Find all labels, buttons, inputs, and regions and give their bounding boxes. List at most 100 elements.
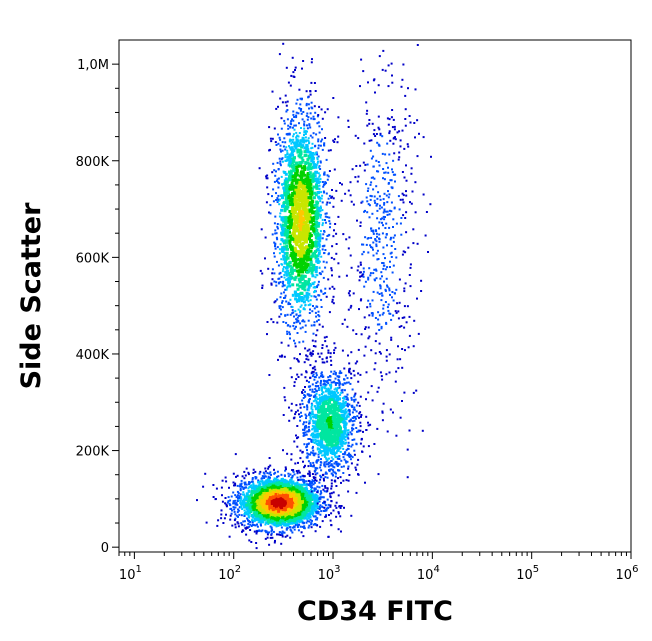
event-dot: [284, 493, 288, 497]
event-dot: [293, 259, 297, 262]
event-dot: [345, 433, 348, 436]
event-dot: [242, 502, 246, 506]
event-dot: [254, 484, 258, 488]
event-dot: [289, 526, 291, 529]
event-dot: [280, 127, 283, 130]
event-dot: [287, 196, 291, 200]
event-dot: [268, 509, 272, 513]
event-dot: [331, 195, 334, 198]
event-dot: [268, 520, 272, 524]
event-dot: [227, 496, 230, 499]
event-dot: [281, 300, 284, 303]
event-dot: [280, 194, 284, 198]
event-dot: [295, 485, 299, 489]
event-dot: [287, 521, 291, 525]
event-dot: [381, 419, 384, 422]
event-dot: [322, 260, 325, 263]
event-dot: [339, 372, 342, 374]
event-dot: [292, 324, 295, 327]
event-dot: [280, 481, 283, 485]
event-dot: [325, 261, 328, 264]
event-dot: [299, 150, 303, 154]
event-dot: [303, 281, 307, 285]
event-dot: [304, 390, 306, 393]
event-dot: [322, 185, 325, 188]
event-dot: [346, 397, 349, 400]
event-dot: [312, 495, 316, 499]
event-dot: [260, 530, 263, 533]
event-dot: [337, 391, 340, 394]
event-dot: [225, 513, 227, 516]
event-dot: [329, 496, 332, 499]
event-dot: [343, 411, 347, 415]
event-dot: [295, 221, 299, 225]
event-dot: [360, 415, 362, 418]
event-dot: [321, 117, 324, 120]
event-dot: [332, 205, 335, 208]
event-dot: [318, 165, 321, 168]
event-dot: [314, 276, 317, 279]
event-dot: [333, 287, 336, 290]
event-dot: [317, 222, 321, 225]
event-dot: [325, 238, 328, 241]
event-dot: [311, 211, 314, 215]
event-dot: [288, 273, 292, 277]
event-dot: [309, 90, 312, 92]
event-dot: [295, 313, 298, 316]
event-dot: [300, 244, 304, 248]
event-dot: [290, 521, 294, 525]
event-dot: [339, 476, 342, 479]
event-dot: [308, 178, 312, 182]
event-dot: [316, 285, 319, 288]
event-dot: [313, 365, 316, 368]
event-dot: [322, 190, 325, 193]
event-dot: [269, 476, 271, 479]
event-dot: [299, 276, 303, 280]
event-dot: [319, 230, 322, 233]
event-dot: [324, 471, 327, 474]
event-dot: [252, 485, 256, 489]
event-dot: [276, 178, 279, 181]
event-dot: [292, 506, 296, 510]
event-dot: [284, 224, 288, 228]
event-dot: [323, 171, 326, 174]
event-dot: [286, 225, 290, 229]
event-dot: [330, 364, 333, 366]
event-dot: [307, 229, 310, 233]
event-dot: [303, 427, 306, 430]
event-dot: [317, 172, 320, 175]
event-dot: [273, 127, 276, 130]
event-dot: [321, 270, 324, 273]
event-dot: [310, 192, 314, 196]
event-dot: [313, 395, 316, 398]
event-dot: [271, 137, 274, 140]
event-dot: [316, 158, 319, 161]
event-dot: [269, 212, 272, 215]
event-dot: [302, 111, 305, 113]
event-dot: [288, 264, 292, 268]
event-dot: [323, 479, 325, 482]
event-dot: [300, 497, 304, 501]
event-dot: [275, 170, 277, 173]
event-dot: [300, 237, 304, 241]
event-dot: [288, 230, 291, 234]
event-dot: [317, 140, 320, 143]
event-dot: [300, 505, 304, 509]
event-dot: [233, 519, 236, 522]
event-dot: [241, 508, 244, 510]
event-dot: [287, 271, 291, 275]
event-dot: [312, 229, 316, 233]
event-dot: [289, 501, 293, 505]
event-dot: [302, 489, 306, 493]
event-dot: [297, 208, 301, 212]
event-dot: [238, 506, 241, 509]
event-dot: [301, 138, 305, 142]
event-dot: [243, 524, 246, 527]
event-dot: [280, 526, 283, 529]
event-dot: [299, 314, 302, 317]
event-dot: [268, 531, 271, 534]
event-dot: [321, 222, 324, 225]
event-dot: [299, 233, 303, 237]
event-dot: [296, 262, 300, 266]
event-dot: [302, 205, 306, 209]
